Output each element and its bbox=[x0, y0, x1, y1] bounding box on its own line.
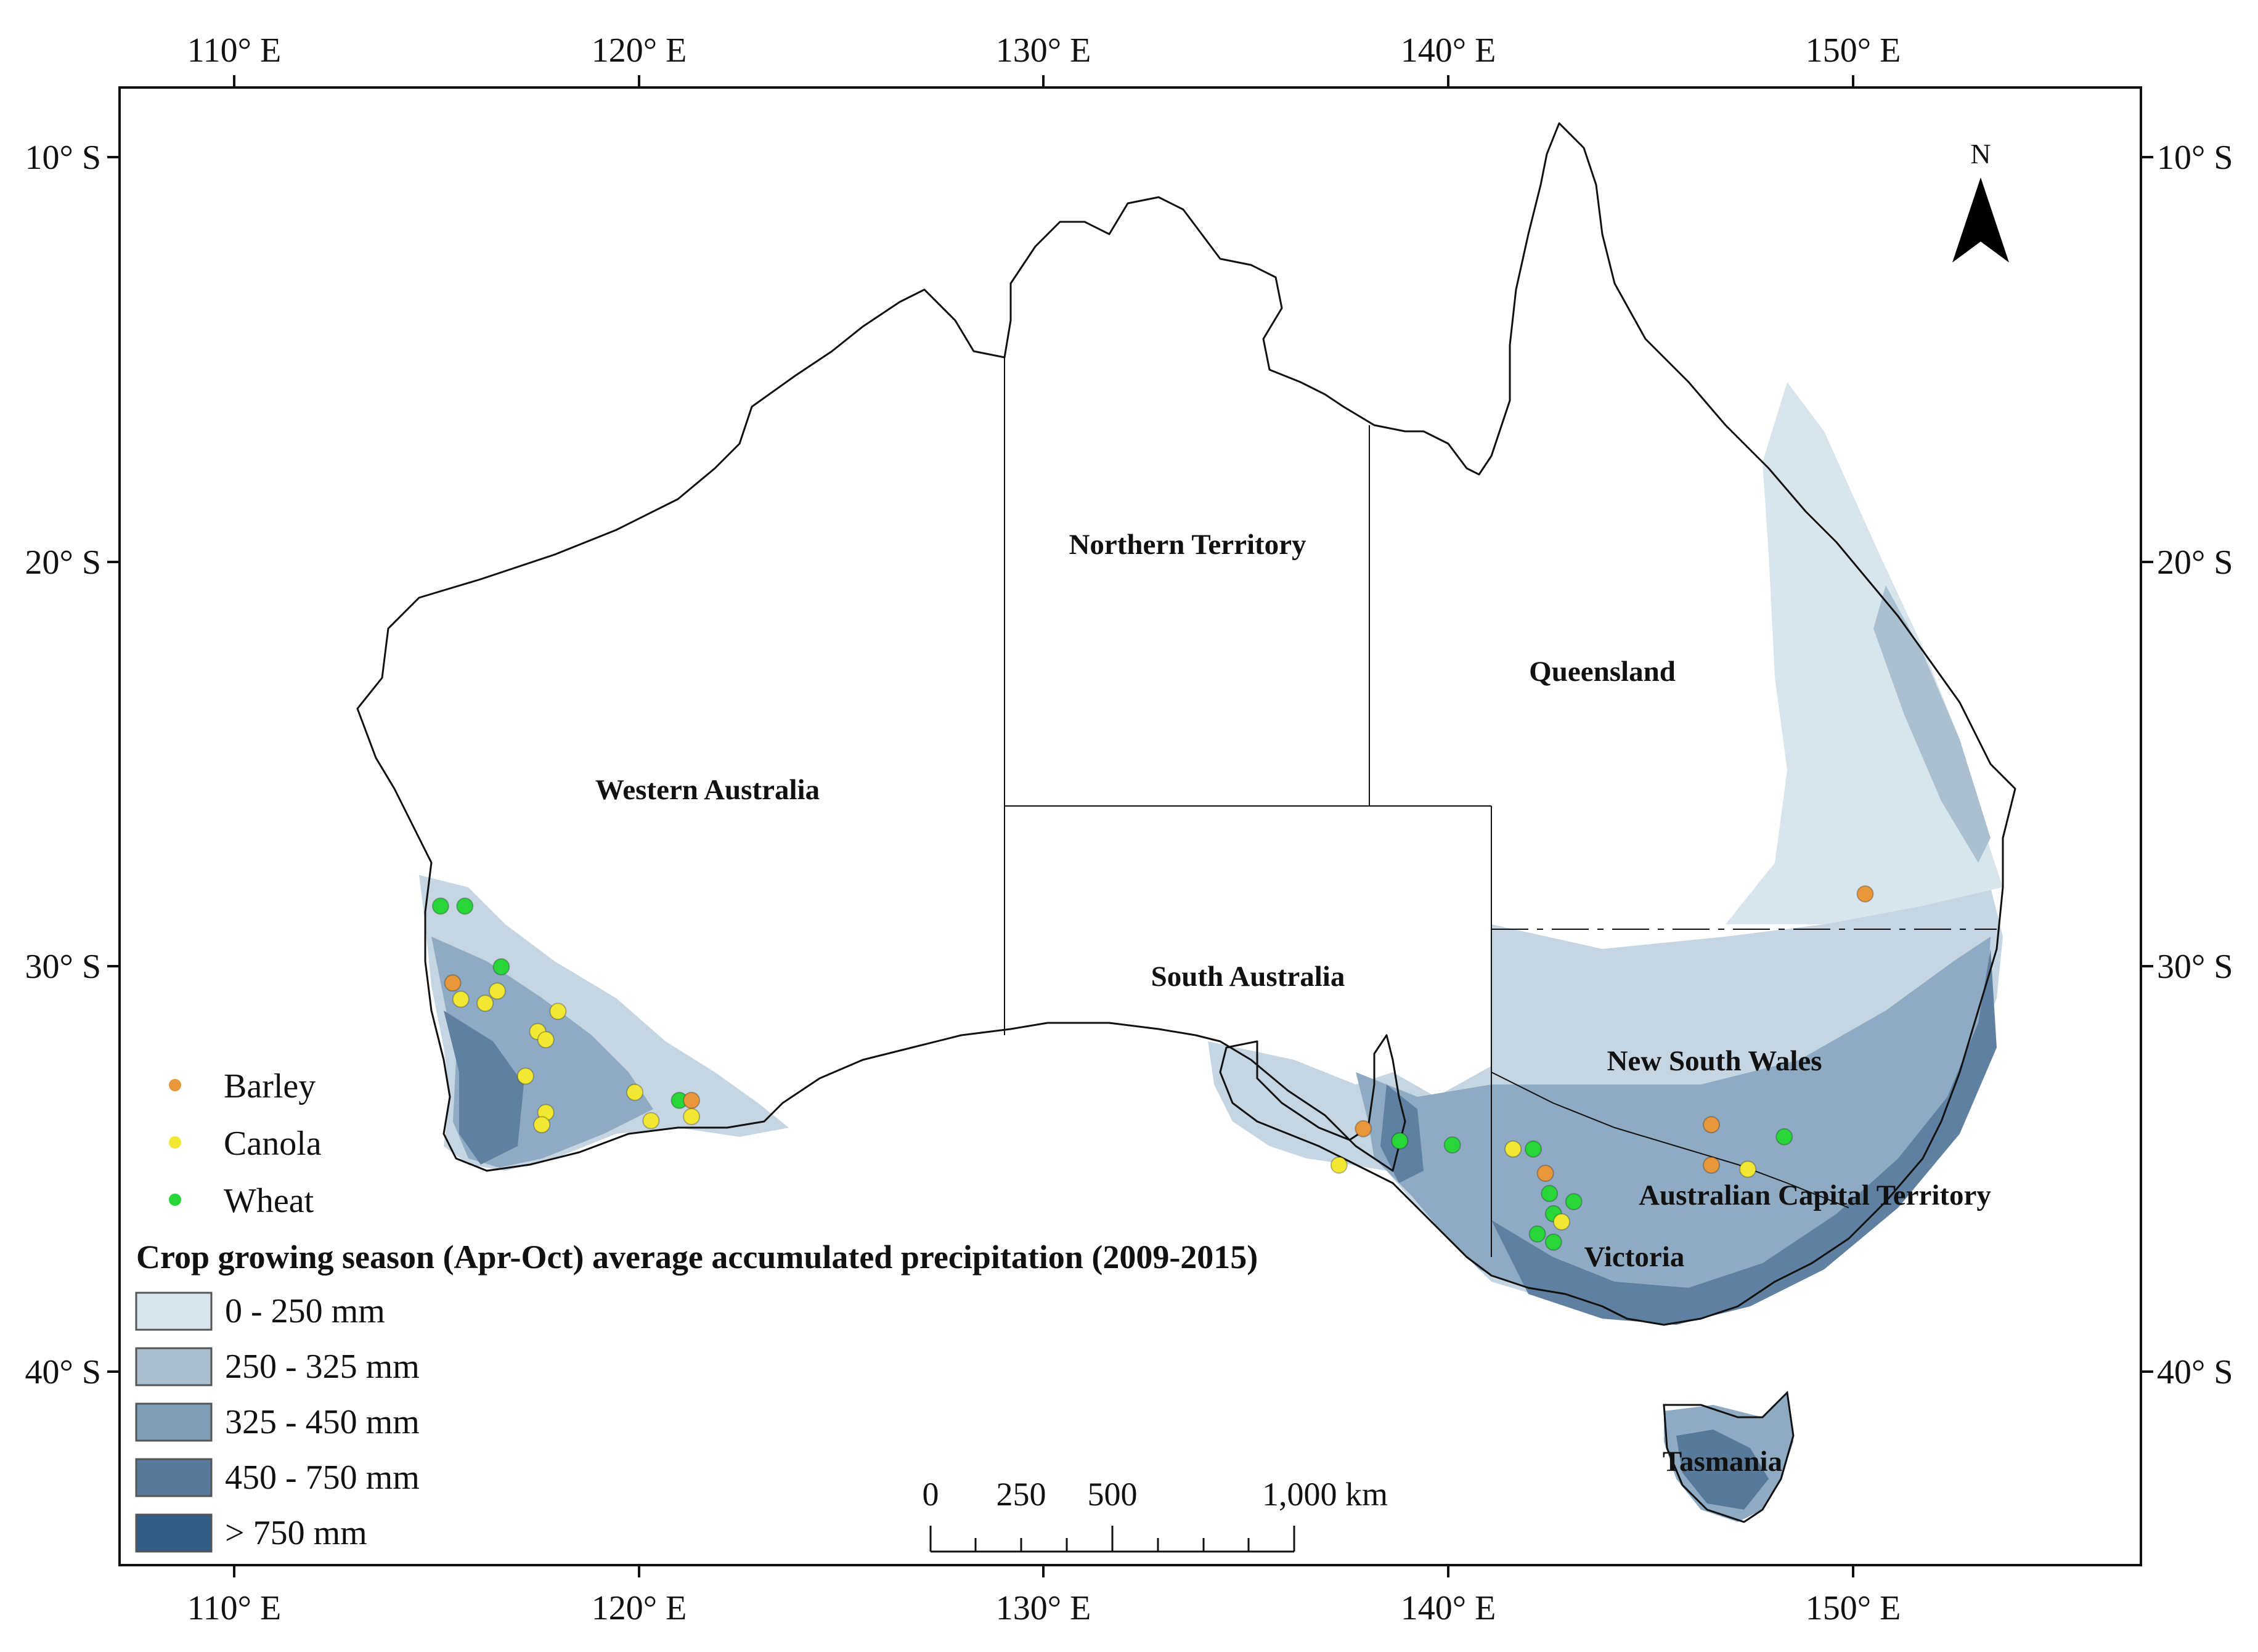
lat-label-left-30: 30° S bbox=[25, 948, 101, 986]
site-marker-canola bbox=[1553, 1213, 1570, 1231]
site-marker-wheat bbox=[456, 897, 474, 915]
precipitation-legend: Crop growing season (Apr-Oct) average ac… bbox=[135, 1239, 1258, 1553]
legend-canola-swatch bbox=[169, 1136, 181, 1149]
site-marker-canola bbox=[488, 982, 506, 1000]
scale-label-500: 500 bbox=[1088, 1476, 1138, 1513]
precip-swatch-3 bbox=[135, 1458, 213, 1497]
site-marker-wheat bbox=[431, 897, 449, 915]
scale-label-0: 0 bbox=[923, 1476, 939, 1513]
site-marker-wheat bbox=[1528, 1225, 1546, 1243]
lon-label-top-110: 110° E bbox=[187, 31, 282, 70]
legend-wheat-label: Wheat bbox=[224, 1182, 314, 1220]
site-marker-barley bbox=[444, 974, 462, 992]
lat-label-right-40: 40° S bbox=[2157, 1353, 2233, 1391]
state-label-queensland: Queensland bbox=[1529, 656, 1676, 688]
site-marker-canola bbox=[537, 1031, 555, 1049]
precip-swatch-4 bbox=[135, 1513, 213, 1553]
site-marker-canola bbox=[683, 1108, 701, 1126]
site-marker-barley bbox=[1856, 885, 1874, 903]
lon-label-bottom-110: 110° E bbox=[187, 1589, 282, 1627]
north-arrow-icon bbox=[1952, 177, 2009, 262]
state-label-victoria: Victoria bbox=[1584, 1241, 1685, 1273]
site-marker-wheat bbox=[1544, 1233, 1562, 1251]
legend-canola-label: Canola bbox=[224, 1125, 322, 1163]
lon-label-top-140: 140° E bbox=[1401, 31, 1496, 70]
precip-class-label-2: 325 - 450 mm bbox=[225, 1403, 420, 1441]
lat-label-right-10: 10° S bbox=[2157, 139, 2233, 177]
site-marker-wheat bbox=[1541, 1184, 1559, 1202]
state-label-act: Australian Capital Territory bbox=[1639, 1179, 1991, 1211]
precip-class-label-0: 0 - 250 mm bbox=[225, 1292, 385, 1330]
site-marker-canola bbox=[642, 1112, 660, 1129]
precipitation-layer bbox=[419, 382, 2003, 1522]
site-marker-wheat bbox=[1775, 1128, 1793, 1145]
site-marker-barley bbox=[1536, 1165, 1554, 1182]
crop-legend: Barley Canola Wheat bbox=[169, 1067, 322, 1220]
site-marker-barley bbox=[1355, 1120, 1372, 1137]
lon-label-bottom-150: 150° E bbox=[1806, 1589, 1901, 1627]
site-marker-barley bbox=[683, 1091, 701, 1109]
site-marker-wheat bbox=[1391, 1132, 1409, 1150]
site-marker-canola bbox=[533, 1116, 551, 1134]
lat-label-right-20: 20° S bbox=[2157, 543, 2233, 582]
crop-site-markers bbox=[431, 885, 1874, 1251]
state-label-new-south-wales: New South Wales bbox=[1607, 1045, 1822, 1077]
lat-label-right-30: 30° S bbox=[2157, 948, 2233, 986]
north-arrow: N bbox=[1952, 138, 2009, 262]
site-marker-wheat bbox=[1443, 1136, 1461, 1154]
scale-bar: 0 250 500 1,000 km bbox=[923, 1476, 1388, 1553]
site-marker-canola bbox=[626, 1083, 644, 1101]
lon-label-top-130: 130° E bbox=[996, 31, 1091, 70]
state-label-northern-territory: Northern Territory bbox=[1069, 529, 1306, 561]
australia-outline bbox=[356, 122, 2016, 1326]
legend-barley-label: Barley bbox=[224, 1067, 316, 1105]
graticule-ticks bbox=[107, 75, 2153, 1577]
site-marker-canola bbox=[1330, 1156, 1348, 1174]
precip-swatch-2 bbox=[135, 1402, 213, 1442]
legend-barley-swatch bbox=[169, 1079, 181, 1091]
site-marker-canola bbox=[516, 1067, 534, 1085]
scale-label-1000: 1,000 km bbox=[1262, 1476, 1388, 1513]
site-marker-canola bbox=[1504, 1140, 1522, 1158]
state-label-south-australia: South Australia bbox=[1151, 961, 1345, 993]
lon-label-top-120: 120° E bbox=[592, 31, 687, 70]
lon-label-bottom-130: 130° E bbox=[996, 1589, 1091, 1627]
scale-bar-ticks bbox=[929, 1526, 1295, 1553]
legend-wheat-swatch bbox=[169, 1194, 181, 1206]
precip-swatch-1 bbox=[135, 1347, 213, 1386]
site-marker-barley bbox=[1703, 1156, 1720, 1174]
site-marker-wheat bbox=[1525, 1140, 1542, 1158]
site-marker-canola bbox=[476, 995, 494, 1012]
lon-label-bottom-120: 120° E bbox=[592, 1589, 687, 1627]
state-label-tasmania: Tasmania bbox=[1663, 1446, 1782, 1478]
scale-label-250: 250 bbox=[997, 1476, 1046, 1513]
site-marker-canola bbox=[1739, 1160, 1757, 1178]
site-marker-wheat bbox=[492, 958, 510, 975]
state-borders bbox=[1004, 357, 1997, 1257]
lat-label-left-10: 10° S bbox=[25, 139, 101, 177]
state-label-western-australia: Western Australia bbox=[595, 774, 820, 806]
site-marker-canola bbox=[549, 1003, 567, 1020]
site-marker-wheat bbox=[1565, 1193, 1583, 1211]
tasmania-outline bbox=[1663, 1390, 1795, 1523]
lon-label-top-150: 150° E bbox=[1806, 31, 1901, 70]
precip-class-label-3: 450 - 750 mm bbox=[225, 1459, 420, 1497]
precip-class-label-1: 250 - 325 mm bbox=[225, 1348, 420, 1386]
precip-swatch-0 bbox=[135, 1292, 213, 1331]
site-marker-barley bbox=[1703, 1116, 1720, 1134]
lat-label-left-40: 40° S bbox=[25, 1353, 101, 1391]
precip-legend-title: Crop growing season (Apr-Oct) average ac… bbox=[136, 1239, 1258, 1276]
lat-label-left-20: 20° S bbox=[25, 543, 101, 582]
precip-class-label-4: > 750 mm bbox=[225, 1514, 367, 1552]
north-arrow-label: N bbox=[1970, 138, 1991, 169]
site-marker-canola bbox=[452, 990, 470, 1008]
lon-label-bottom-140: 140° E bbox=[1401, 1589, 1496, 1627]
